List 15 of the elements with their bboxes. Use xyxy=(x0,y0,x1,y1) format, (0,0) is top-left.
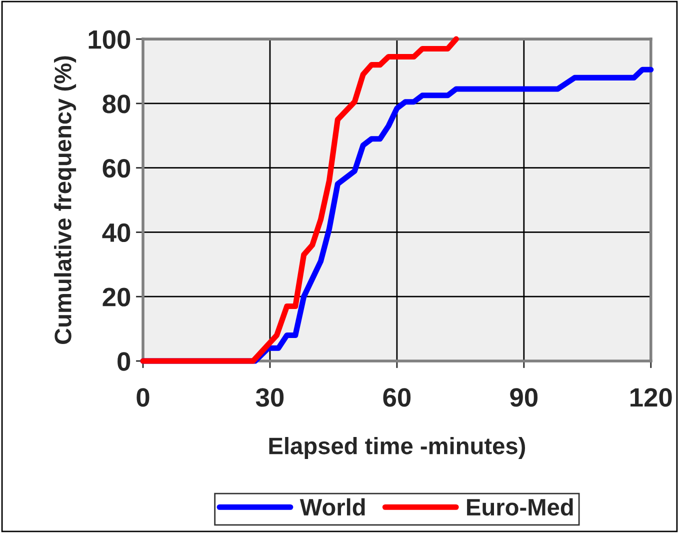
legend-label: World xyxy=(300,498,365,516)
x-tick-label: 30 xyxy=(256,388,284,407)
y-tick-label: 60 xyxy=(102,158,130,178)
y-tick-label: 0 xyxy=(118,352,130,371)
y-tick-label: 40 xyxy=(102,223,130,242)
y-axis-title: Cumulative frequency (%) xyxy=(54,56,76,344)
x-tick-label: 90 xyxy=(510,388,538,407)
x-tick-label: 0 xyxy=(136,388,150,407)
x-tick-label: 60 xyxy=(383,388,411,407)
y-tick-label: 80 xyxy=(102,94,130,114)
x-axis-title: Elapsed time -minutes) xyxy=(269,436,526,459)
x-tick-label: 120 xyxy=(630,388,672,407)
legend-label: Euro-Med xyxy=(467,498,573,516)
y-tick-label: 20 xyxy=(102,288,130,306)
y-tick-label: 100 xyxy=(88,30,130,49)
